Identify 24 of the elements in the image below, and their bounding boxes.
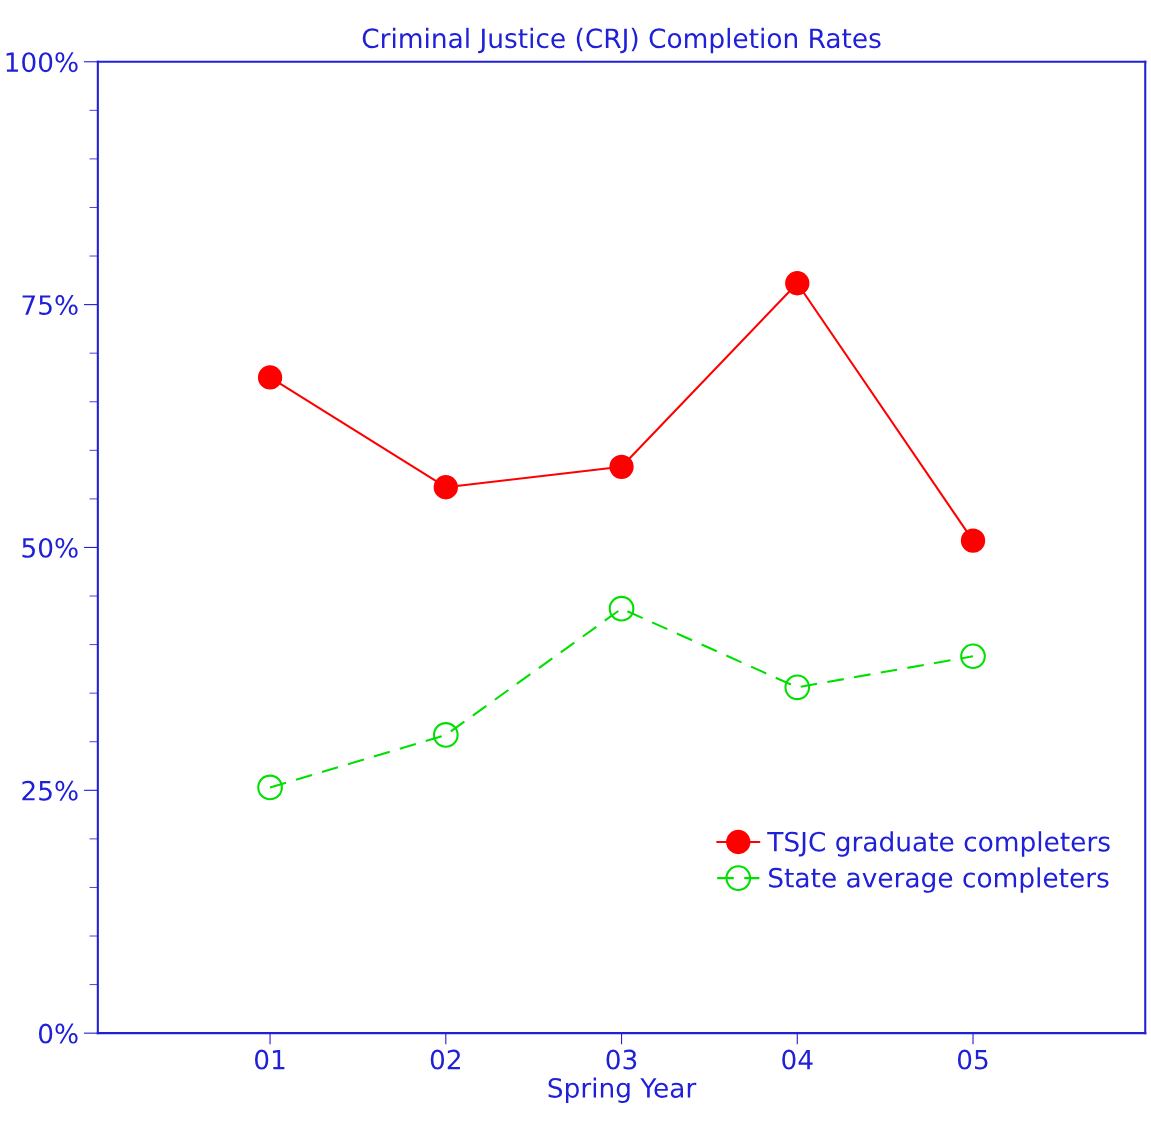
x-axis-title: Spring Year — [548, 1077, 697, 1103]
y-tick-label: 75% — [22, 295, 78, 316]
point — [609, 454, 634, 479]
point — [433, 475, 458, 500]
x-tick-label: 05 — [957, 1049, 988, 1070]
y-tick-label: 50% — [22, 537, 78, 558]
y-tick-label: 0% — [38, 1023, 78, 1044]
point — [960, 643, 986, 670]
point — [608, 595, 635, 622]
x-tick-label: 02 — [430, 1049, 460, 1070]
x-tick-label: 04 — [782, 1049, 813, 1070]
legend-label: State average completers — [769, 867, 1109, 893]
x-tick-label: 03 — [606, 1049, 637, 1070]
point — [257, 365, 283, 390]
point — [960, 528, 986, 553]
y-tick-label: 100% — [6, 52, 78, 73]
point — [784, 674, 811, 701]
chart-title: Criminal Justice (CRJ) Completion Rates — [362, 27, 881, 54]
y-tick-label: 25% — [22, 780, 78, 801]
legend-label: TSJC graduate completers — [767, 831, 1110, 857]
point — [257, 774, 283, 801]
point — [785, 271, 810, 296]
x-tick-label: 01 — [255, 1049, 285, 1070]
point — [432, 722, 459, 748]
